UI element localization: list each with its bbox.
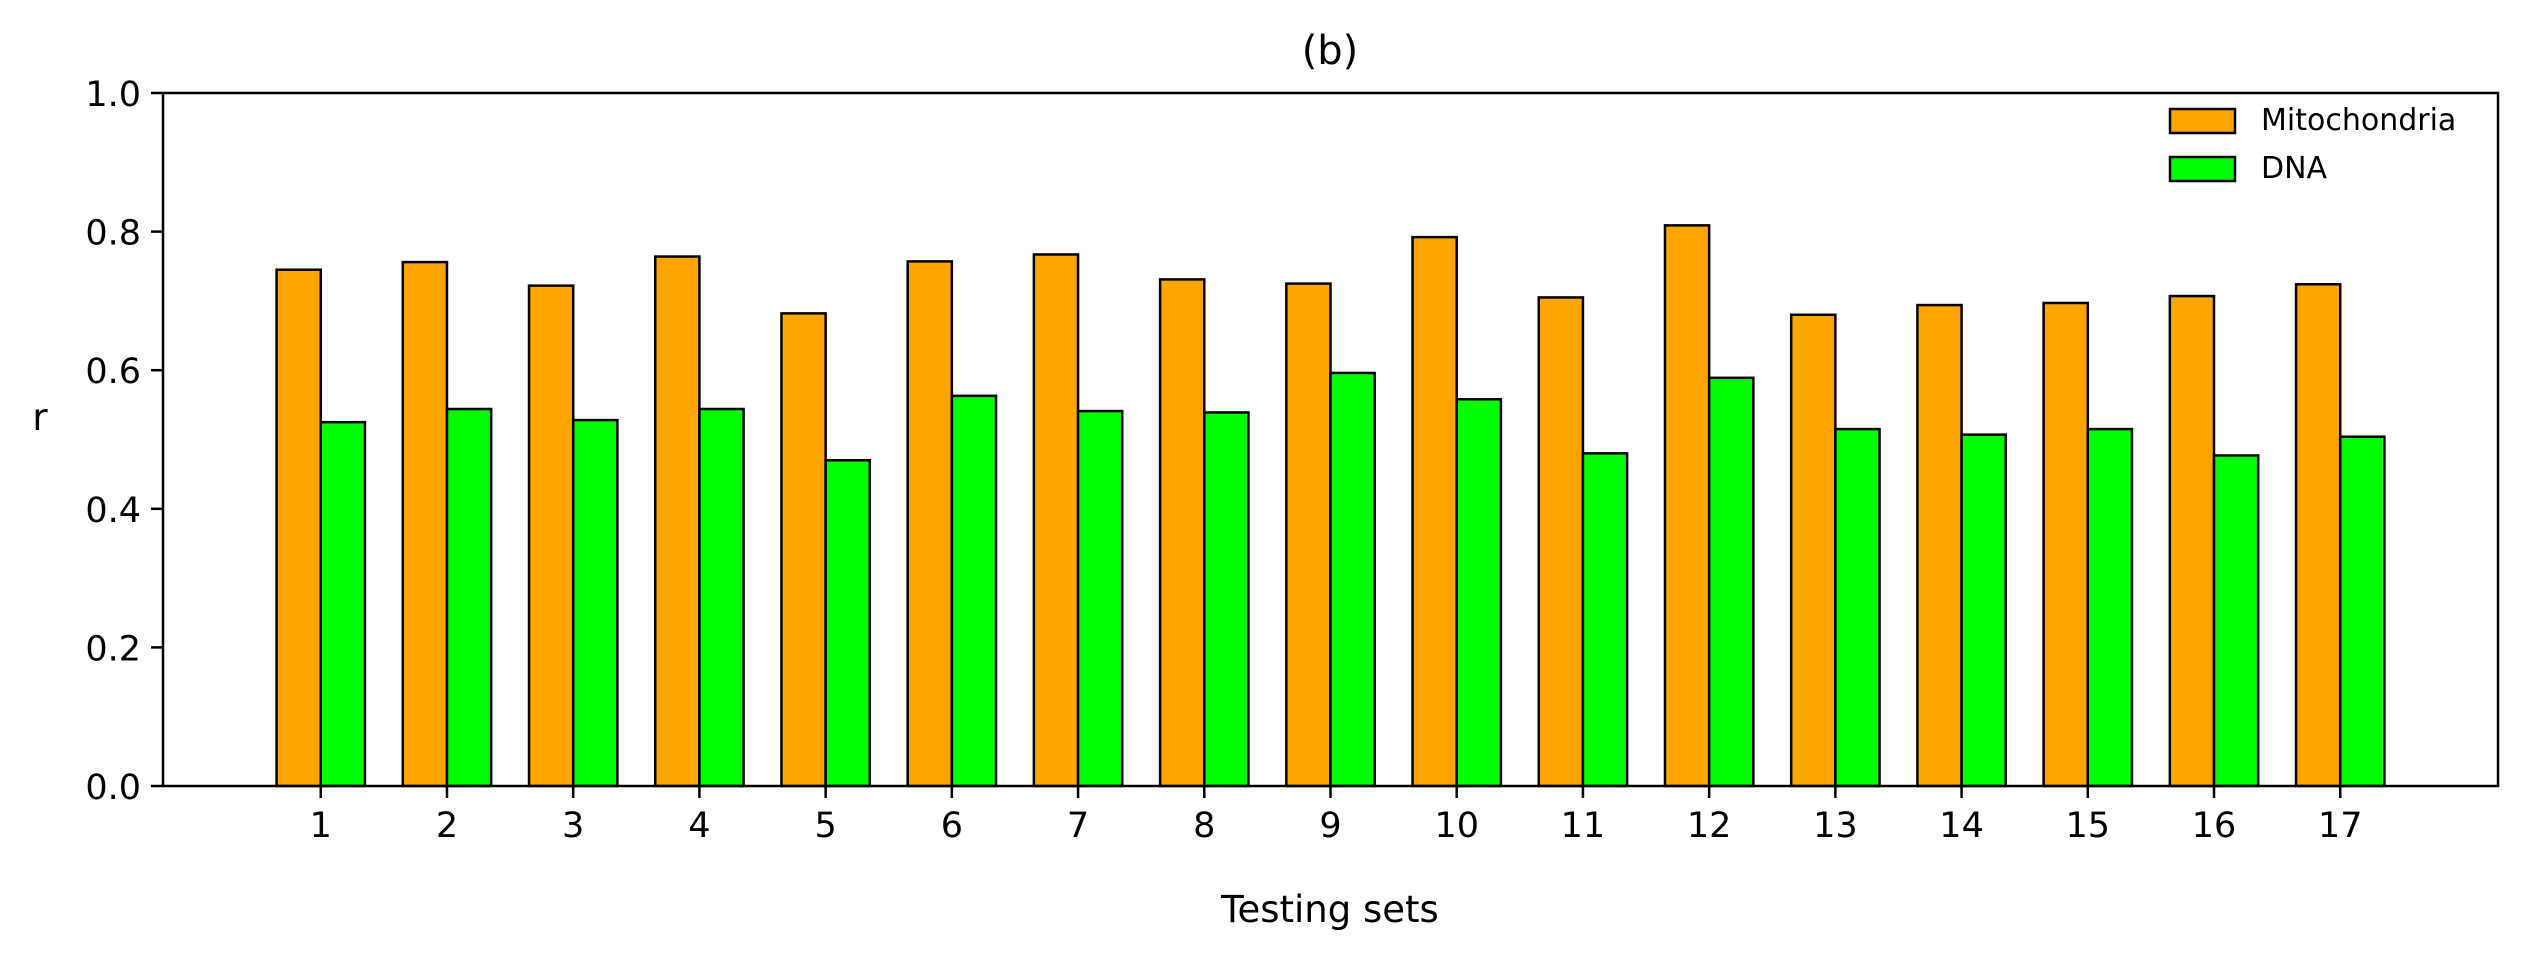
bar-mitochondria-6 xyxy=(906,260,954,788)
legend-swatch-mitochondria xyxy=(2168,107,2237,135)
legend-label-dna: DNA xyxy=(2261,151,2328,186)
bar-dna-8 xyxy=(1203,411,1250,788)
x-tick-label: 9 xyxy=(1319,806,1341,846)
y-tick-label: 0.6 xyxy=(85,352,141,392)
legend-swatch-dna xyxy=(2168,155,2237,183)
chart-title: (b) xyxy=(1302,28,1359,74)
bar-dna-11 xyxy=(1581,452,1629,788)
bar-dna-13 xyxy=(1834,427,1881,788)
bars-layer xyxy=(275,224,2386,788)
x-tick-label: 4 xyxy=(688,806,710,846)
bar-mitochondria-5 xyxy=(780,312,827,788)
bar-mitochondria-4 xyxy=(653,255,701,788)
x-tick-label: 8 xyxy=(1193,806,1215,846)
bar-mitochondria-1 xyxy=(275,268,323,788)
x-tick-label: 1 xyxy=(310,806,332,846)
bar-dna-4 xyxy=(698,407,745,788)
bar-mitochondria-13 xyxy=(1789,313,1837,788)
bar-mitochondria-8 xyxy=(1158,278,1206,788)
x-tick-label: 13 xyxy=(1813,806,1858,846)
bar-mitochondria-15 xyxy=(2042,301,2090,788)
x-tick-label: 16 xyxy=(2192,806,2237,846)
bar-dna-9 xyxy=(1329,371,1376,788)
bar-dna-6 xyxy=(950,394,998,788)
bar-dna-5 xyxy=(824,459,872,788)
bar-dna-12 xyxy=(1707,376,1755,788)
bar-dna-14 xyxy=(1960,433,2008,788)
bar-dna-17 xyxy=(2338,435,2386,788)
bar-mitochondria-11 xyxy=(1537,296,1585,788)
y-tick-label: 0.0 xyxy=(85,768,141,808)
legend: Mitochondria DNA xyxy=(2168,103,2456,186)
bar-mitochondria-17 xyxy=(2294,283,2342,788)
y-tick-label: 0.8 xyxy=(85,214,141,254)
y-axis-label: r xyxy=(32,396,48,439)
y-tick-label: 0.4 xyxy=(85,491,141,531)
bar-dna-7 xyxy=(1076,409,1124,788)
bar-dna-15 xyxy=(2086,427,2134,788)
x-tick-label: 5 xyxy=(814,806,836,846)
x-tick-label: 6 xyxy=(941,806,963,846)
x-tick-label: 11 xyxy=(1561,806,1606,846)
x-tick-label: 14 xyxy=(1939,806,1984,846)
y-tick-label: 1.0 xyxy=(85,75,141,115)
y-axis-ticks: 0.0 0.2 0.4 0.6 0.8 1.0 xyxy=(85,75,163,808)
bar-dna-3 xyxy=(571,418,619,788)
x-axis-label: Testing sets xyxy=(1220,888,1439,931)
x-tick-label: 3 xyxy=(562,806,584,846)
y-tick-label: 0.2 xyxy=(85,629,141,669)
x-tick-label: 15 xyxy=(2066,806,2111,846)
bar-mitochondria-3 xyxy=(527,284,575,788)
x-tick-label: 17 xyxy=(2318,806,2363,846)
bar-mitochondria-10 xyxy=(1411,235,1458,788)
bar-mitochondria-12 xyxy=(1663,224,1711,788)
legend-label-mitochondria: Mitochondria xyxy=(2261,103,2456,138)
bar-mitochondria-14 xyxy=(1916,303,1963,788)
bar-dna-16 xyxy=(2212,454,2260,788)
bar-mitochondria-16 xyxy=(2168,294,2216,788)
bar-dna-2 xyxy=(445,407,493,788)
bar-mitochondria-7 xyxy=(1032,253,1080,788)
plot-frame xyxy=(161,91,2500,788)
x-axis-ticks: 1 2 3 4 5 6 7 8 9 10 11 12 13 14 15 16 17 xyxy=(310,786,2363,846)
x-tick-label: 2 xyxy=(436,806,458,846)
bar-dna-1 xyxy=(319,420,367,788)
bar-mitochondria-9 xyxy=(1285,282,1332,788)
x-tick-label: 10 xyxy=(1434,806,1479,846)
bar-dna-10 xyxy=(1455,398,1503,788)
bar-mitochondria-2 xyxy=(401,260,449,788)
x-tick-label: 7 xyxy=(1067,806,1089,846)
x-tick-label: 12 xyxy=(1687,806,1732,846)
